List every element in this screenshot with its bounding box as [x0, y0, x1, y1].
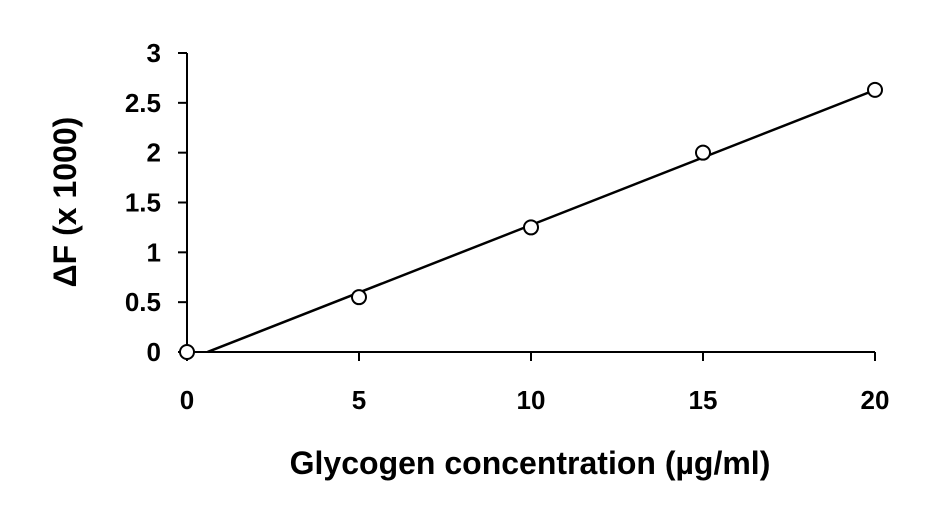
y-tick-label: 0.5: [125, 287, 161, 317]
x-tick-label: 0: [180, 385, 194, 415]
x-axis-title: Glycogen concentration (µg/ml): [290, 445, 771, 481]
x-tick-label: 10: [517, 385, 546, 415]
data-points: [179, 81, 883, 360]
y-axis-title: ΔF (x 1000): [47, 117, 83, 288]
y-tick-label: 0: [147, 337, 161, 367]
data-point: [351, 289, 367, 306]
y-tick-label: 3: [147, 38, 161, 68]
y-tick-label: 2: [147, 138, 161, 168]
x-tick-label: 15: [689, 385, 718, 415]
data-point: [523, 219, 539, 236]
axes: 0 0.5 1 1.5 2 2.5 3 0 5 10 15 20: [125, 38, 890, 415]
y-tick-label: 1: [147, 237, 161, 267]
data-point: [867, 81, 883, 98]
trendline-group: [207, 88, 876, 354]
x-tick-label: 5: [352, 385, 366, 415]
x-tick-label: 20: [861, 385, 890, 415]
y-tick-label: 1.5: [125, 188, 161, 218]
data-point: [695, 144, 711, 161]
data-point: [179, 344, 195, 360]
trendline: [207, 88, 876, 354]
y-tick-label: 2.5: [125, 88, 161, 118]
